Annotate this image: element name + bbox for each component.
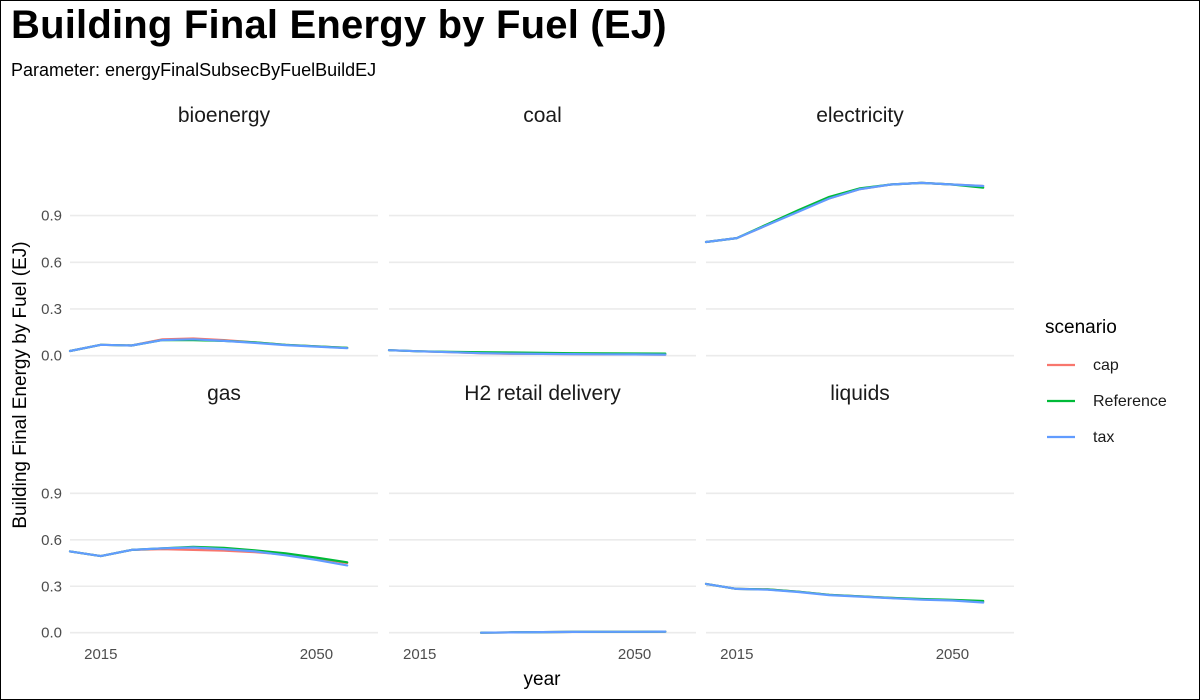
y-tick-label: 0.6 xyxy=(41,532,62,549)
legend-item-reference: Reference xyxy=(1047,393,1167,410)
x-tick-label: 2050 xyxy=(936,646,969,663)
chart-title: Building Final Energy by Fuel (EJ) xyxy=(11,3,667,47)
y-tick-label: 0.3 xyxy=(41,578,62,595)
y-tick-label: 0.0 xyxy=(41,625,62,642)
x-tick-label: 2015 xyxy=(403,646,436,663)
x-tick-label: 2015 xyxy=(720,646,753,663)
panel-strip-label: liquids xyxy=(830,382,890,405)
panel-strip-label: gas xyxy=(207,382,241,405)
series-line-tax xyxy=(704,582,985,604)
y-axis-title: Building Final Energy by Fuel (EJ) xyxy=(10,241,31,528)
panel-bioenergy: bioenergy 0.0 0.3 0.6 0.9 xyxy=(41,104,378,365)
series-line-tax xyxy=(480,630,667,634)
series-line-tax xyxy=(704,181,985,244)
panel-strip-label: coal xyxy=(523,104,562,127)
x-tick-label: 2015 xyxy=(84,646,117,663)
y-tick-label: 0.3 xyxy=(41,301,62,318)
panel-liquids: liquids 2015 2050 xyxy=(704,382,1014,663)
panel-strip-label: bioenergy xyxy=(178,104,271,127)
series-line-tax xyxy=(387,349,667,356)
legend-item-cap: cap xyxy=(1047,357,1119,374)
y-tick-label: 0.6 xyxy=(41,254,62,271)
panel-gas: gas 0.0 0.3 0.6 0.9 2015 2050 xyxy=(41,382,378,663)
panel-h2-retail-delivery: H2 retail delivery 2015 2050 xyxy=(389,382,696,663)
legend-label: Reference xyxy=(1093,393,1167,410)
x-tick-label: 2050 xyxy=(300,646,333,663)
y-tick-label: 0.0 xyxy=(41,348,62,365)
x-axis-title: year xyxy=(524,669,562,690)
x-tick-label: 2050 xyxy=(618,646,651,663)
panel-coal: coal xyxy=(387,104,696,357)
y-tick-label: 0.9 xyxy=(41,485,62,502)
legend-item-tax: tax xyxy=(1047,429,1114,446)
legend-label: tax xyxy=(1093,429,1114,446)
y-tick-label: 0.9 xyxy=(41,208,62,225)
legend-title: scenario xyxy=(1045,317,1117,338)
series-line-tax xyxy=(68,546,349,567)
panel-electricity: electricity xyxy=(704,104,1014,357)
series-line-tax xyxy=(68,338,349,353)
panel-strip-label: H2 retail delivery xyxy=(464,382,621,405)
legend-label: cap xyxy=(1093,357,1119,374)
panel-strip-label: electricity xyxy=(816,104,904,127)
chart-subtitle: Parameter: energyFinalSubsecByFuelBuildE… xyxy=(11,60,377,80)
legend: scenario cap Reference tax xyxy=(1045,317,1167,446)
